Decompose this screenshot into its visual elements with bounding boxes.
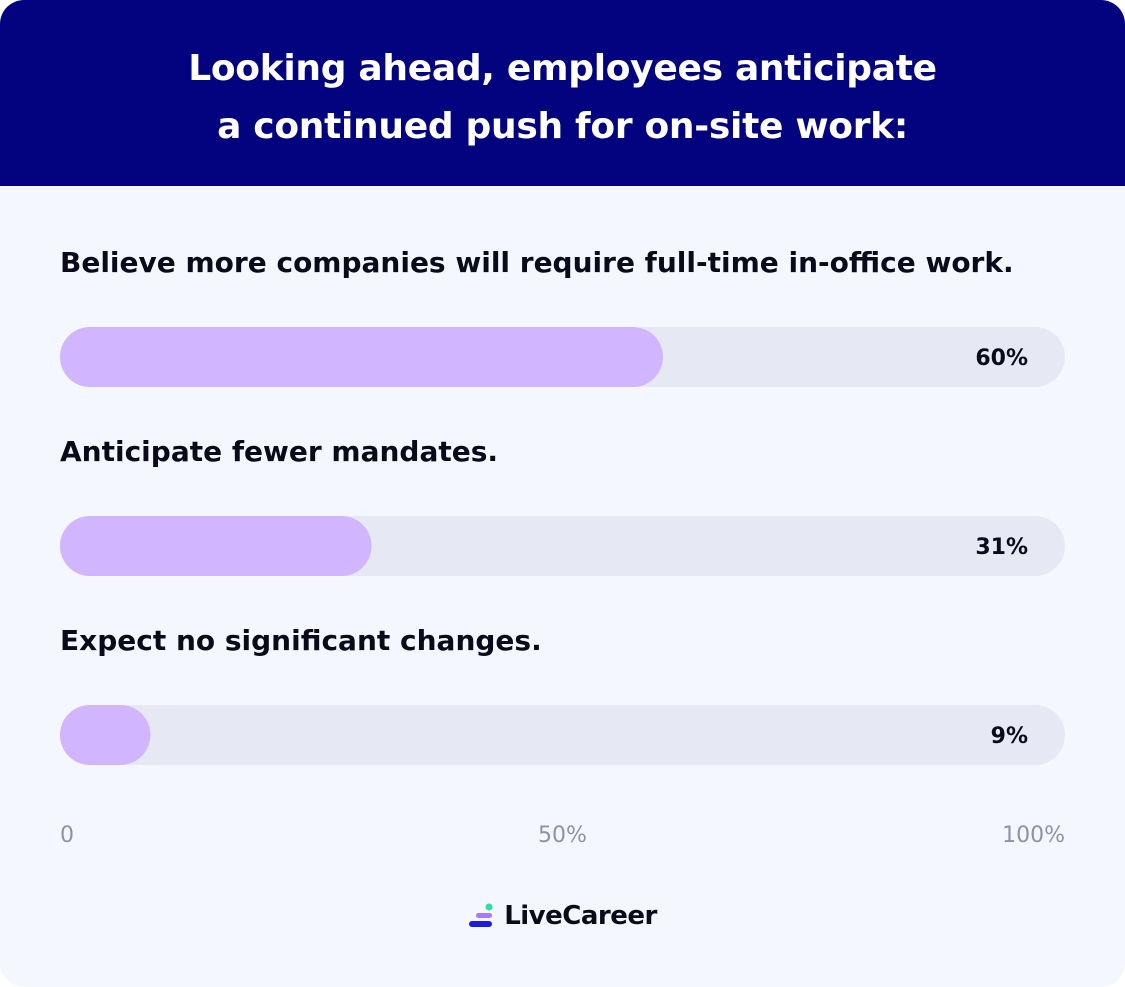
- value-label: 9%: [991, 724, 1028, 749]
- chart-title-line-2: a continued push for on-site work:: [217, 106, 908, 147]
- bar-chart: Believe more companies will require full…: [60, 246, 1065, 848]
- category-label: Anticipate fewer mandates.: [60, 435, 498, 468]
- chart-title-line-1: Looking ahead, employees anticipate: [188, 48, 937, 89]
- x-tick-label: 0: [60, 823, 74, 848]
- header-banner: Looking ahead, employees anticipate a co…: [0, 0, 1125, 186]
- x-tick-label: 100%: [1002, 823, 1065, 848]
- brand-name: LiveCareer: [504, 901, 657, 931]
- value-label: 31%: [975, 535, 1028, 560]
- bar: [60, 705, 151, 765]
- chart-title: Looking ahead, employees anticipate a co…: [0, 40, 1125, 156]
- bar-track: [60, 705, 1065, 765]
- livecareer-logo-icon: [469, 903, 493, 927]
- bar: [60, 516, 372, 576]
- category-label: Expect no significant changes.: [60, 624, 542, 657]
- x-tick-label: 50%: [538, 823, 587, 848]
- value-label: 60%: [975, 346, 1028, 371]
- brand-logo: LiveCareer: [0, 896, 1125, 936]
- bar: [60, 327, 663, 387]
- category-label: Believe more companies will require full…: [60, 246, 1014, 279]
